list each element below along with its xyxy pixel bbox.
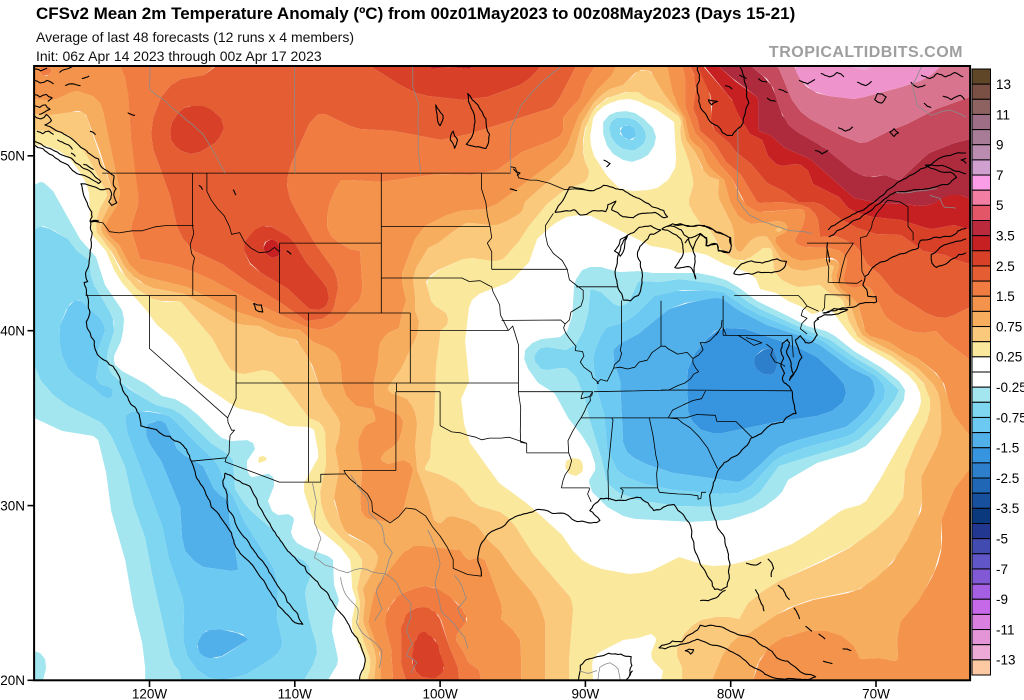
- svg-text:-5: -5: [996, 531, 1008, 546]
- svg-text:5: 5: [996, 198, 1004, 213]
- svg-text:40N: 40N: [0, 324, 25, 339]
- svg-text:3.5: 3.5: [996, 228, 1015, 243]
- svg-text:-9: -9: [996, 592, 1008, 607]
- svg-text:7: 7: [996, 168, 1004, 183]
- svg-text:-0.75: -0.75: [996, 410, 1024, 425]
- svg-text:30N: 30N: [0, 498, 25, 513]
- svg-text:-1.5: -1.5: [996, 441, 1019, 456]
- svg-text:110W: 110W: [278, 687, 313, 700]
- svg-text:9: 9: [996, 138, 1004, 153]
- svg-text:2.5: 2.5: [996, 259, 1015, 274]
- svg-text:-2.5: -2.5: [996, 471, 1019, 486]
- svg-text:100W: 100W: [422, 687, 458, 700]
- svg-text:11: 11: [996, 107, 1010, 122]
- svg-text:80W: 80W: [717, 687, 745, 700]
- svg-text:0.25: 0.25: [996, 350, 1022, 365]
- svg-text:-3.5: -3.5: [996, 501, 1019, 516]
- svg-text:-7: -7: [996, 562, 1008, 577]
- svg-text:0.75: 0.75: [996, 319, 1022, 334]
- svg-text:-13: -13: [996, 653, 1016, 668]
- svg-text:90W: 90W: [572, 687, 600, 700]
- svg-text:-0.25: -0.25: [996, 380, 1024, 395]
- svg-text:20N: 20N: [0, 673, 25, 688]
- svg-text:70W: 70W: [862, 687, 890, 700]
- svg-text:13: 13: [996, 77, 1011, 92]
- svg-text:50N: 50N: [0, 149, 25, 164]
- svg-text:120W: 120W: [132, 687, 168, 700]
- svg-text:-11: -11: [996, 622, 1015, 637]
- svg-text:1.5: 1.5: [996, 289, 1015, 304]
